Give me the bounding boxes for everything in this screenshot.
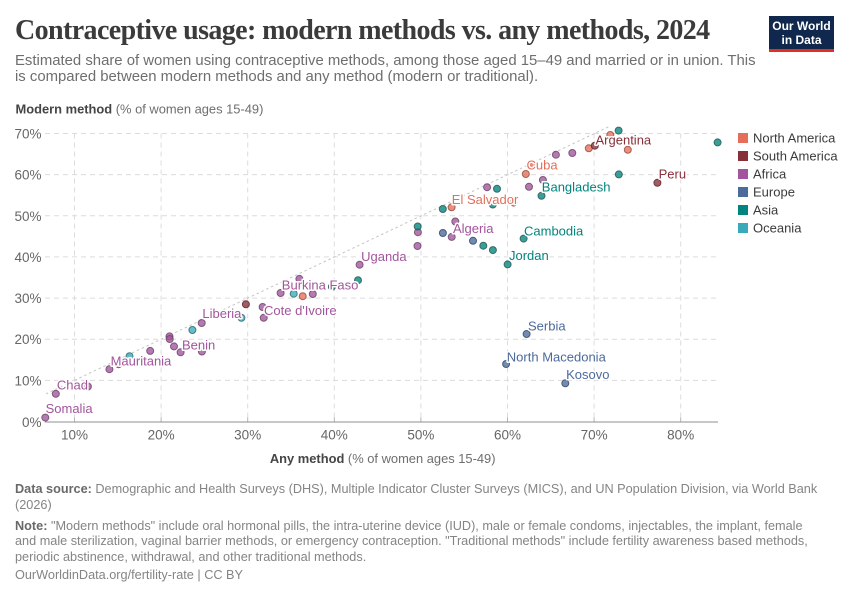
svg-text:Cote d'Ivoire: Cote d'Ivoire	[264, 303, 337, 318]
svg-text:Jordan: Jordan	[509, 248, 549, 263]
svg-text:30%: 30%	[234, 428, 261, 443]
svg-text:North Macedonia: North Macedonia	[507, 350, 607, 365]
svg-text:20%: 20%	[14, 332, 41, 347]
svg-text:60%: 60%	[14, 168, 41, 183]
svg-text:Asia: Asia	[753, 203, 779, 218]
svg-text:Burkina Faso: Burkina Faso	[282, 278, 359, 293]
svg-text:40%: 40%	[14, 250, 41, 265]
svg-text:Algeria: Algeria	[453, 221, 494, 236]
svg-text:Argentina: Argentina	[596, 133, 652, 148]
svg-text:80%: 80%	[667, 428, 694, 443]
svg-text:Any method (% of women ages 15: Any method (% of women ages 15-49)	[270, 451, 496, 466]
svg-text:Uganda: Uganda	[361, 249, 407, 264]
svg-text:40%: 40%	[321, 428, 348, 443]
svg-text:70%: 70%	[14, 127, 41, 142]
svg-text:Modern method (% of women ages: Modern method (% of women ages 15-49)	[16, 102, 264, 117]
svg-text:0%: 0%	[22, 415, 42, 430]
svg-text:10%: 10%	[61, 428, 88, 443]
svg-text:Oceania: Oceania	[753, 221, 802, 236]
svg-text:Cuba: Cuba	[527, 158, 559, 173]
svg-text:10%: 10%	[14, 373, 41, 388]
svg-text:20%: 20%	[148, 428, 175, 443]
svg-text:Cambodia: Cambodia	[524, 224, 584, 239]
svg-text:Chad: Chad	[57, 377, 88, 392]
svg-text:Serbia: Serbia	[528, 319, 566, 334]
svg-text:Liberia: Liberia	[202, 306, 242, 321]
svg-text:50%: 50%	[14, 209, 41, 224]
svg-text:Europe: Europe	[753, 185, 795, 200]
svg-text:North America: North America	[753, 131, 836, 146]
svg-text:Mauritania: Mauritania	[111, 354, 172, 369]
svg-text:60%: 60%	[494, 428, 521, 443]
svg-text:El Salvador: El Salvador	[452, 192, 519, 207]
svg-text:50%: 50%	[407, 428, 434, 443]
svg-text:Bangladesh: Bangladesh	[542, 180, 611, 195]
svg-text:South America: South America	[753, 149, 838, 164]
svg-text:Benin: Benin	[182, 337, 215, 352]
svg-text:Somalia: Somalia	[46, 401, 94, 416]
svg-text:Peru: Peru	[659, 167, 686, 182]
svg-text:30%: 30%	[14, 291, 41, 306]
svg-text:Kosovo: Kosovo	[566, 367, 609, 382]
svg-text:70%: 70%	[581, 428, 608, 443]
svg-text:Africa: Africa	[753, 167, 787, 182]
